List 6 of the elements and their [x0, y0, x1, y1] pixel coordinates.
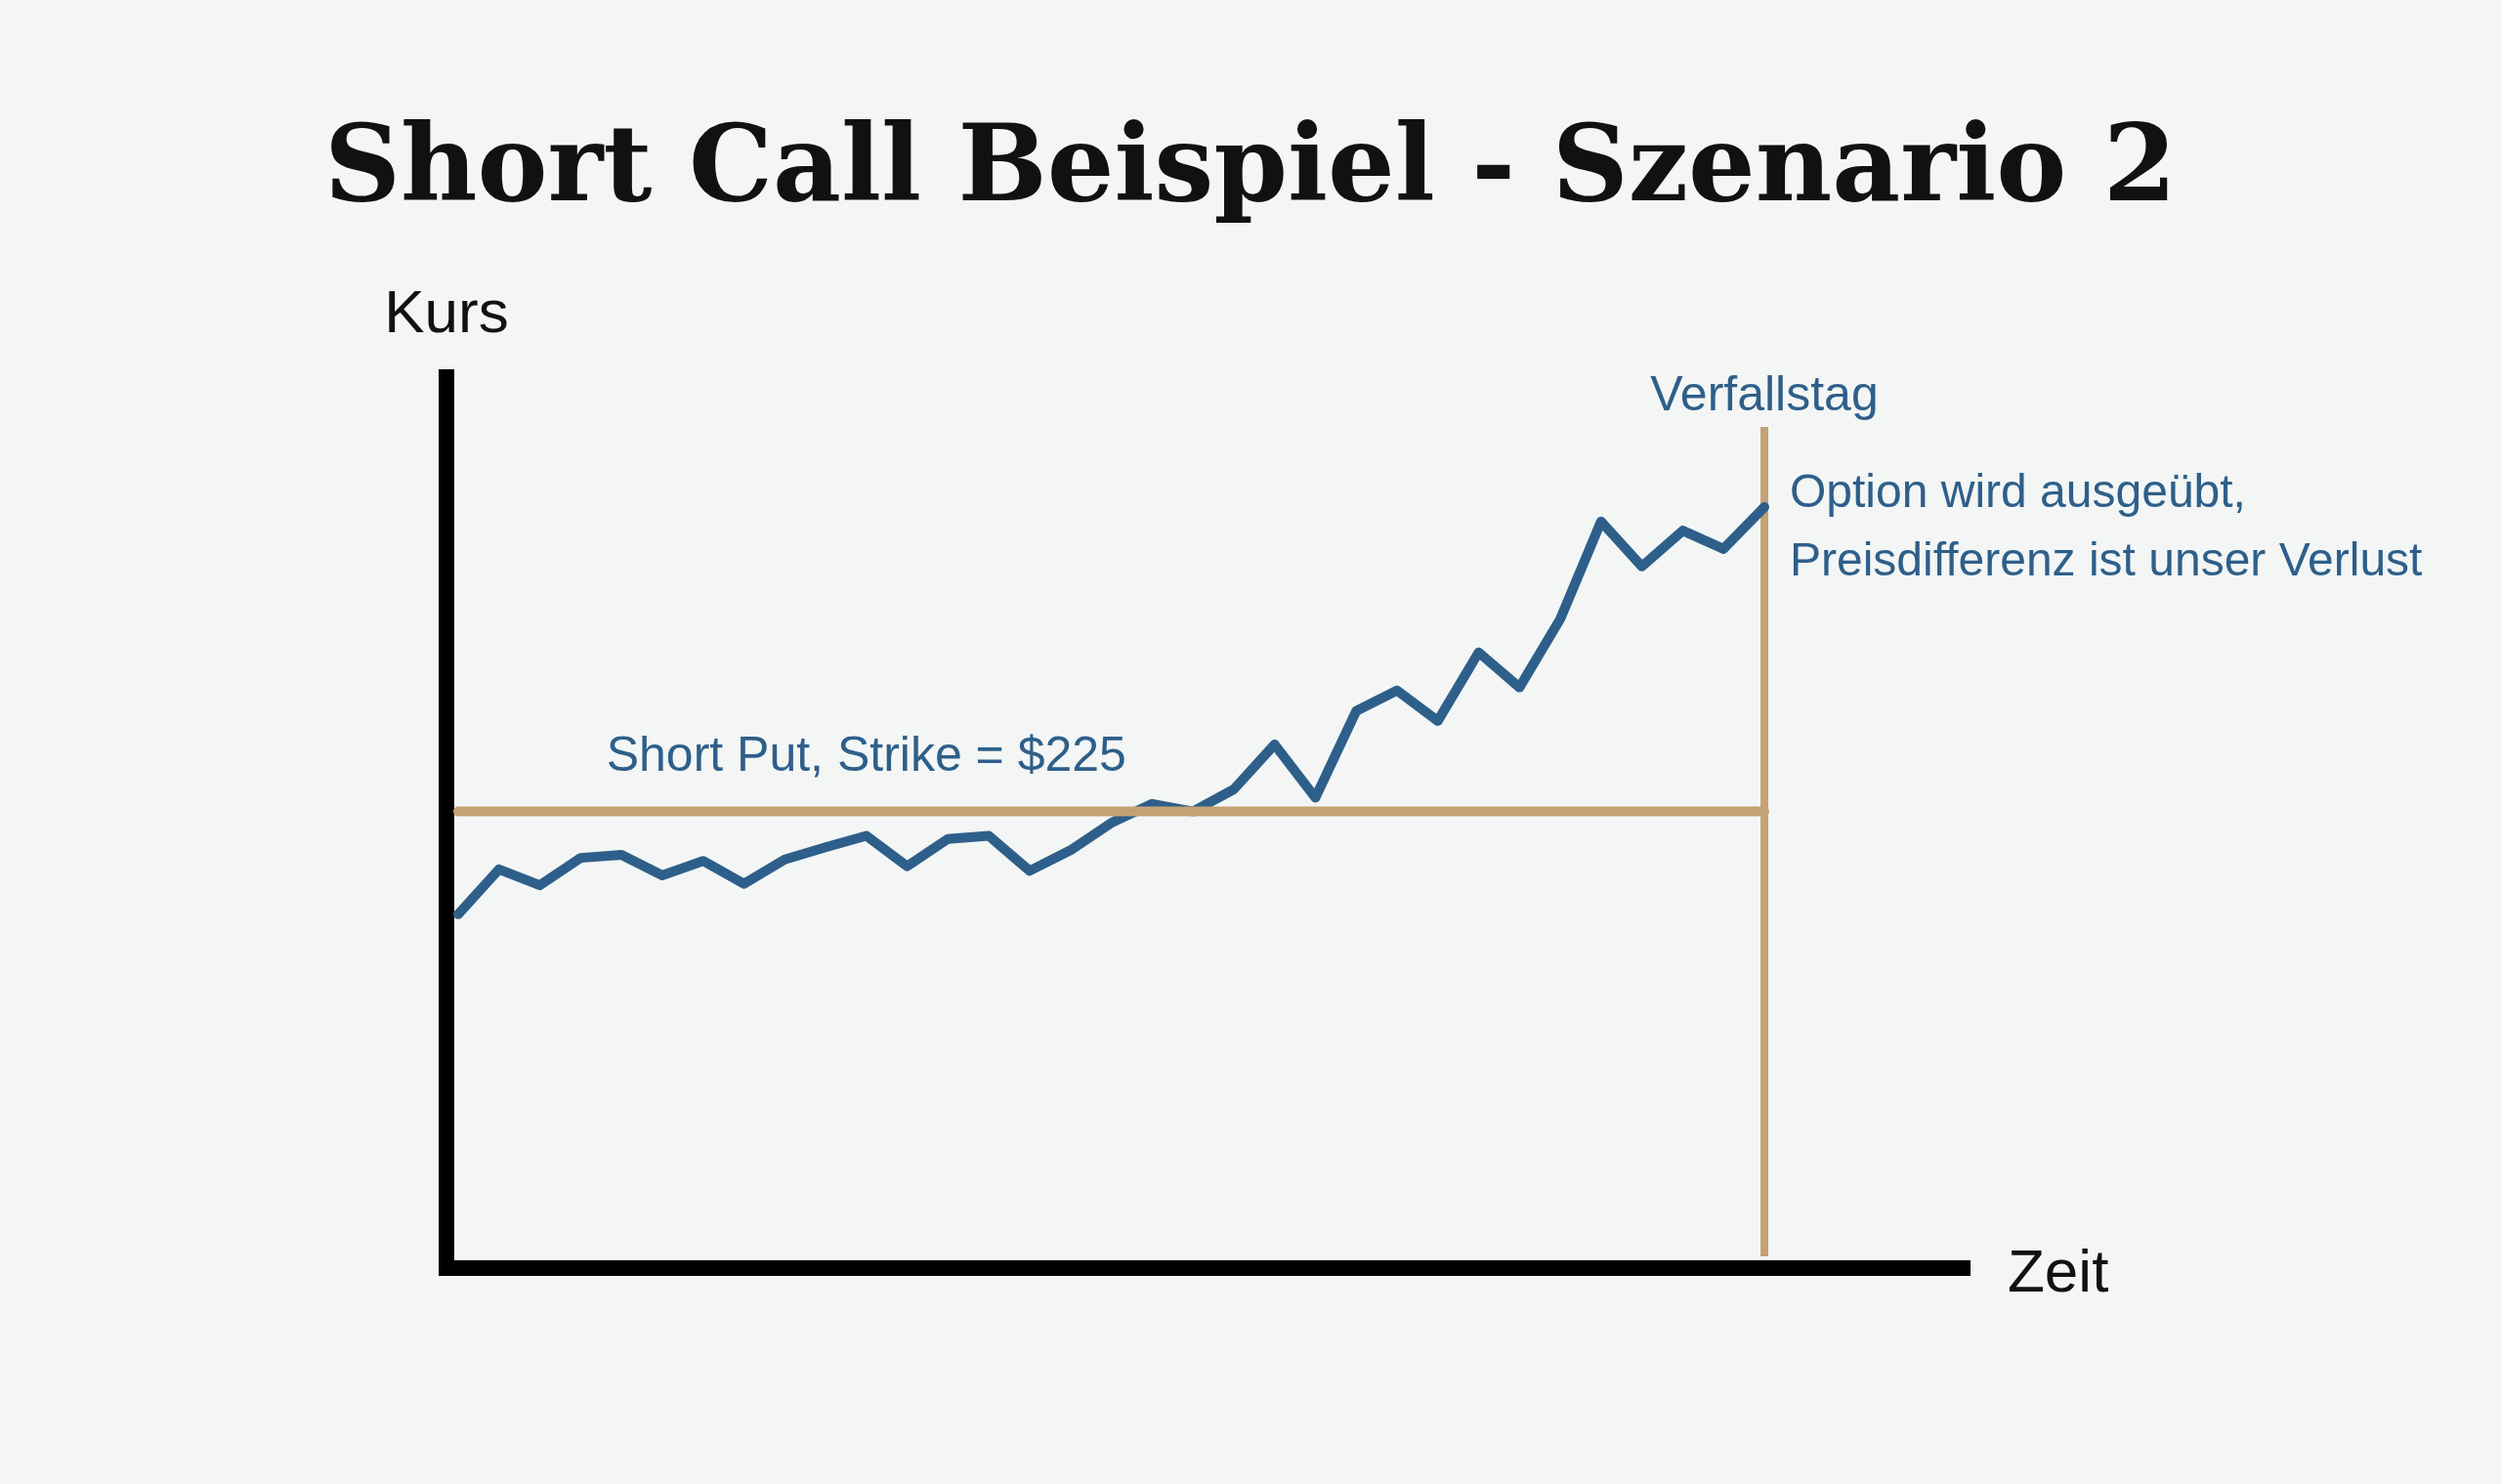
text: Option wird ausgeübt, Preisdifferenz ist unser Verlust — [1790, 465, 2423, 585]
x-axis-title: Zeit — [2008, 1237, 2109, 1304]
y-axis-title: Kurs — [384, 277, 509, 345]
chart-title: Short Call Beispiel - Szenario 2 — [324, 102, 2177, 225]
text: Verfallstag — [1650, 366, 1879, 421]
series-label: Short Put, Strike = $225 — [606, 726, 1126, 782]
